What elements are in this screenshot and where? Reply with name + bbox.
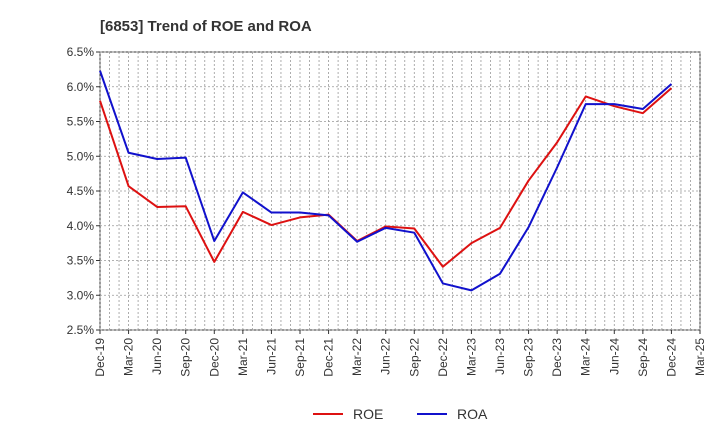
legend-label-roe: ROE — [353, 406, 383, 422]
x-tick-label: Dec-19 — [93, 338, 107, 377]
x-tick-label: Dec-22 — [436, 338, 450, 377]
legend: ROE ROA — [313, 406, 488, 422]
y-tick-label: 2.5% — [67, 323, 95, 337]
x-tick-label: Dec-21 — [322, 338, 336, 377]
x-tick-label: Jun-20 — [150, 338, 164, 375]
x-tick-label: Mar-23 — [464, 338, 478, 376]
x-tick-label: Mar-20 — [122, 338, 136, 376]
x-tick-label: Jun-24 — [607, 338, 621, 375]
x-tick-label: Sep-22 — [407, 338, 421, 377]
x-tick-label: Jun-23 — [493, 338, 507, 375]
chart-title: [6853] Trend of ROE and ROA — [100, 18, 312, 35]
y-tick-label: 4.5% — [67, 184, 95, 198]
legend-label-roa: ROA — [457, 406, 488, 422]
x-tick-label: Sep-24 — [636, 338, 650, 377]
x-tick-label: Sep-21 — [293, 338, 307, 377]
x-tick-label: Mar-21 — [236, 338, 250, 376]
x-axis-ticks: Dec-19 Mar-20 Jun-20 Sep-20 Dec-20 Mar-21 Jun-… — [93, 330, 707, 377]
series-lines — [99, 70, 673, 292]
y-tick-label: 5.5% — [67, 115, 95, 129]
y-tick-label: 6.0% — [67, 80, 95, 94]
x-tick-label: Jun-22 — [379, 338, 393, 375]
y-tick-label: 3.5% — [67, 254, 95, 268]
grid — [99, 51, 701, 331]
y-axis-ticks: 2.5% 3.0% 3.5% 4.0% 4.5% 5.0% 5.5% 6.0% 6.5% — [67, 45, 100, 337]
x-tick-label: Mar-22 — [350, 338, 364, 376]
x-tick-label: Sep-23 — [522, 338, 536, 377]
x-tick-label: Mar-24 — [579, 338, 593, 376]
x-tick-label: Dec-24 — [664, 338, 678, 377]
y-tick-label: 4.0% — [67, 219, 95, 233]
y-tick-label: 5.0% — [67, 149, 95, 163]
y-tick-label: 6.5% — [67, 45, 95, 59]
x-tick-label: Dec-20 — [207, 338, 221, 377]
x-tick-label: Sep-20 — [179, 338, 193, 377]
x-tick-label: Mar-25 — [693, 338, 707, 376]
x-tick-label: Dec-23 — [550, 338, 564, 377]
y-tick-label: 3.0% — [67, 288, 95, 302]
x-tick-label: Jun-21 — [264, 338, 278, 375]
